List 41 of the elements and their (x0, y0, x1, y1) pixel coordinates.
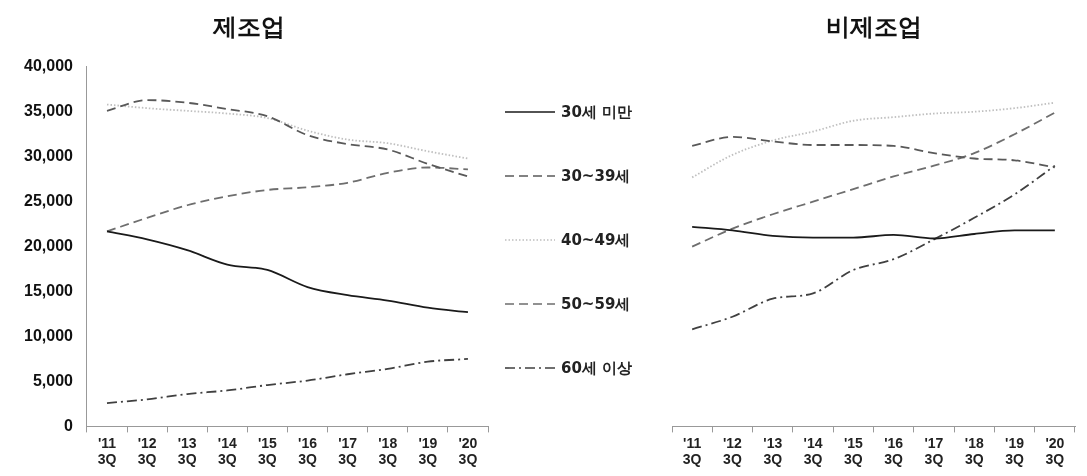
legend-label: 30~39세 (561, 166, 631, 186)
x-tick-label: '12 3Q (723, 434, 743, 468)
x-tick-label: '18 3Q (964, 434, 984, 468)
x-tick-label: '18 3Q (378, 434, 398, 468)
y-tick-label: 30,000 (24, 147, 74, 165)
legend-label: 60세 이상 (561, 358, 633, 378)
line-series (106, 99, 469, 178)
x-tick-label: '13 3Q (763, 434, 783, 468)
x-tick-label: '17 3Q (338, 434, 358, 468)
y-tick-label: 15,000 (24, 281, 74, 299)
chart-title: 비제조업 (825, 11, 922, 41)
x-tick-label: '15 3Q (257, 434, 278, 468)
x-tick-label: '19 3Q (418, 434, 438, 468)
y-tick-label: 20,000 (24, 237, 74, 255)
chart-title: 제조업 (212, 11, 285, 41)
x-tick-label: '14 3Q (217, 434, 237, 468)
x-tick-label: '12 3Q (137, 434, 157, 468)
legend-label: 40~49세 (561, 230, 631, 250)
x-tick-label: '16 3Q (298, 434, 318, 468)
x-tick-label: '17 3Q (924, 434, 944, 468)
legend-label: 30세 미만 (561, 102, 633, 122)
x-tick-label: '16 3Q (884, 434, 904, 468)
x-tick-label: '20 3Q (458, 434, 478, 468)
y-tick-label: 5,000 (32, 371, 74, 389)
y-tick-label: 35,000 (24, 102, 74, 120)
line-series (106, 358, 469, 404)
line-series (106, 230, 469, 314)
x-tick-label: '11 3Q (97, 434, 117, 468)
line-series (106, 103, 469, 160)
y-tick-label: 0 (64, 416, 74, 434)
x-tick-label: '20 3Q (1045, 434, 1065, 468)
x-tick-label: '14 3Q (803, 434, 823, 468)
legend-label: 50~59세 (561, 294, 631, 314)
x-tick-label: '13 3Q (177, 434, 197, 468)
line-series (106, 166, 469, 233)
x-tick-label: '11 3Q (682, 434, 702, 468)
y-tick-label: 40,000 (24, 57, 74, 75)
y-tick-label: 10,000 (24, 326, 74, 344)
y-tick-label: 25,000 (24, 192, 74, 210)
x-tick-label: '15 3Q (843, 434, 864, 468)
x-tick-label: '19 3Q (1005, 434, 1025, 468)
